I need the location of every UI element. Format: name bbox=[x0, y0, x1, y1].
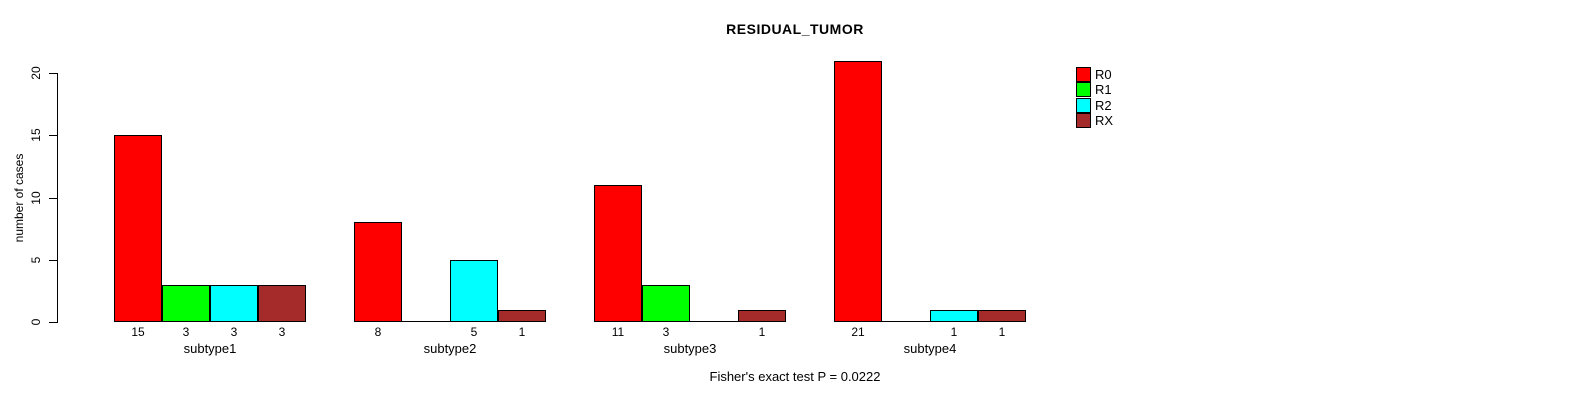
bar-value-label: 1 bbox=[518, 325, 526, 339]
x-category-label: subtype4 bbox=[903, 341, 957, 356]
x-category-label: subtype3 bbox=[663, 341, 717, 356]
bar-value-label: 3 bbox=[182, 325, 190, 339]
bar-R2-subtype4 bbox=[930, 310, 978, 322]
legend-label-RX: RX bbox=[1095, 113, 1114, 128]
legend-swatch-R1 bbox=[1076, 82, 1091, 97]
bar-value-label: 21 bbox=[851, 325, 865, 339]
bar-RX-subtype1 bbox=[258, 285, 306, 322]
bar-R1-subtype1 bbox=[162, 285, 210, 322]
bar-RX-subtype4 bbox=[978, 310, 1026, 322]
y-tick bbox=[49, 135, 57, 136]
bar-R0-subtype4 bbox=[834, 61, 882, 322]
y-tick-label: 15 bbox=[29, 128, 43, 142]
y-tick bbox=[49, 73, 57, 74]
zero-bar-R1-subtype2 bbox=[402, 321, 450, 322]
bar-value-label: 15 bbox=[131, 325, 145, 339]
x-category-label: subtype1 bbox=[183, 341, 237, 356]
bar-value-label: 3 bbox=[662, 325, 670, 339]
bar-R0-subtype2 bbox=[354, 222, 402, 322]
y-tick bbox=[49, 322, 57, 323]
y-axis-line bbox=[57, 73, 58, 323]
legend-label-R2: R2 bbox=[1095, 98, 1112, 113]
bar-value-label: 11 bbox=[611, 325, 625, 339]
zero-bar-R2-subtype3 bbox=[690, 321, 738, 322]
bar-R1-subtype3 bbox=[642, 285, 690, 322]
bar-value-label: 3 bbox=[278, 325, 286, 339]
y-tick-label: 0 bbox=[29, 318, 43, 326]
bar-R0-subtype1 bbox=[114, 135, 162, 322]
y-tick-label: 10 bbox=[29, 191, 43, 205]
y-tick bbox=[49, 198, 57, 199]
bar-R2-subtype2 bbox=[450, 260, 498, 322]
y-axis-label: number of cases bbox=[12, 153, 26, 243]
bar-value-label: 1 bbox=[998, 325, 1006, 339]
zero-bar-R1-subtype4 bbox=[882, 321, 930, 322]
legend-swatch-R2 bbox=[1076, 98, 1091, 113]
y-tick-label: 5 bbox=[29, 256, 43, 264]
bar-value-label: 1 bbox=[758, 325, 766, 339]
bar-value-label: 3 bbox=[230, 325, 238, 339]
fisher-test-annotation: Fisher's exact test P = 0.0222 bbox=[709, 369, 881, 384]
legend-label-R0: R0 bbox=[1095, 67, 1112, 82]
legend-swatch-RX bbox=[1076, 113, 1091, 128]
bar-value-label: 1 bbox=[950, 325, 958, 339]
bar-RX-subtype3 bbox=[738, 310, 786, 322]
y-tick-label: 20 bbox=[29, 66, 43, 80]
bar-R2-subtype1 bbox=[210, 285, 258, 322]
y-tick bbox=[49, 260, 57, 261]
bar-R0-subtype3 bbox=[594, 185, 642, 322]
legend-swatch-R0 bbox=[1076, 67, 1091, 82]
bar-value-label: 5 bbox=[470, 325, 478, 339]
legend-label-R1: R1 bbox=[1095, 82, 1112, 97]
x-category-label: subtype2 bbox=[423, 341, 477, 356]
chart-title: RESIDUAL_TUMOR bbox=[726, 21, 864, 37]
bar-RX-subtype2 bbox=[498, 310, 546, 322]
bar-value-label: 8 bbox=[374, 325, 382, 339]
